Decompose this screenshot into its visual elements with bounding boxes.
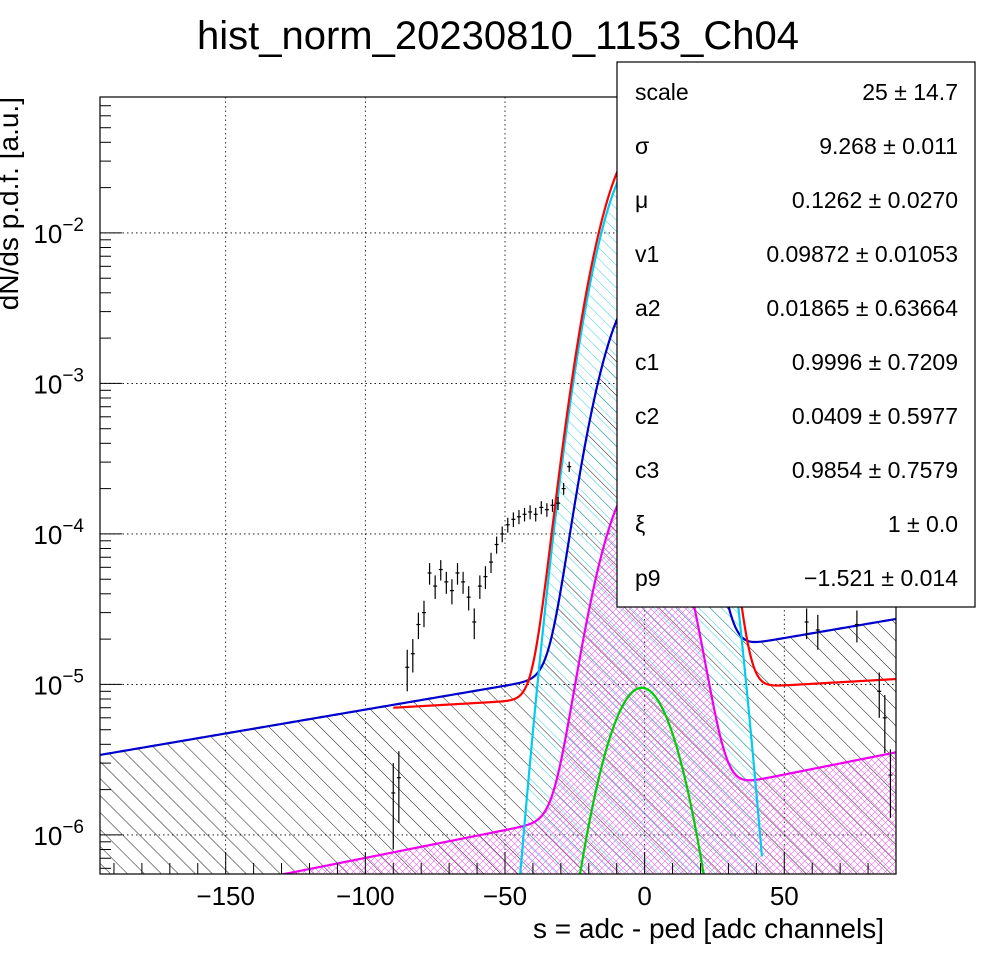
data-point-9 [444, 571, 449, 594]
data-point-12 [461, 571, 466, 594]
stats-label-5: c1 [635, 349, 659, 375]
data-point-24 [528, 505, 533, 520]
data-point-32 [804, 608, 809, 640]
data-point-1 [396, 751, 401, 824]
data-point-7 [433, 575, 438, 599]
data-point-17 [489, 552, 494, 573]
data-point-10 [449, 579, 454, 605]
stats-label-7: c3 [635, 457, 659, 483]
data-point-2 [405, 649, 410, 692]
stats-label-8: ξ [635, 511, 645, 537]
stats-label-3: v1 [635, 241, 659, 267]
data-point-20 [505, 517, 510, 533]
stats-value-6: 0.0409 ± 0.5977 [792, 403, 958, 429]
y-axis: 10−2 10−3 10−4 10−5 10−6 [33, 96, 122, 869]
data-point-8 [438, 560, 443, 581]
x-axis: −150 −100 −50 0 50 [113, 852, 897, 911]
data-point-14 [472, 608, 477, 640]
chart-title: hist_norm_20230810_1153_Ch04 [197, 14, 799, 58]
stats-label-4: a2 [635, 295, 661, 321]
stats-box: scale 25 ± 14.7 σ 9.268 ± 0.011 μ 0.1262 ± 0.… [616, 61, 976, 608]
data-point-18 [494, 536, 499, 554]
x-axis-title: s = adc - ped [adc channels] [533, 913, 884, 944]
data-point-3 [410, 639, 415, 673]
x-tick-label-1: −100 [336, 881, 395, 911]
stats-value-3: 0.09872 ± 0.01053 [766, 241, 958, 267]
curve-small-peak [278, 475, 896, 874]
stats-value-1: 9.268 ± 0.011 [819, 133, 958, 159]
stats-value-8: 1 ± 0.0 [888, 511, 958, 537]
data-point-21 [511, 512, 516, 528]
data-point-34 [854, 610, 859, 643]
data-point-4 [416, 612, 421, 640]
fill-small-peak [284, 476, 896, 874]
data-point-30 [561, 482, 566, 495]
stats-label-6: c2 [635, 403, 659, 429]
x-tick-label-4: 50 [770, 881, 799, 911]
stats-value-9: −1.521 ± 0.014 [804, 565, 958, 591]
data-points [391, 461, 893, 850]
data-point-26 [539, 501, 544, 515]
x-tick-label-3: 0 [637, 881, 651, 911]
data-point-11 [455, 563, 460, 585]
stats-value-0: 25 ± 14.7 [862, 79, 958, 105]
stats-value-7: 0.9854 ± 0.7579 [792, 457, 958, 483]
data-point-33 [815, 614, 820, 650]
data-point-5 [421, 600, 426, 628]
data-point-29 [556, 496, 561, 511]
x-tick-label-0: −150 [196, 881, 255, 911]
data-point-22 [516, 510, 521, 525]
stats-value-2: 0.1262 ± 0.0270 [792, 187, 958, 213]
data-point-25 [533, 507, 538, 522]
data-point-28 [550, 499, 555, 512]
curve-tiny-peak [578, 686, 705, 874]
stats-label-1: σ [635, 133, 649, 159]
y-axis-title: dN/ds p.d.f. [a.u.] [0, 97, 24, 310]
y-tick-label-0: 10−2 [33, 215, 84, 249]
data-point-13 [466, 586, 471, 611]
data-point-37 [888, 749, 893, 818]
y-tick-label-4: 10−6 [33, 817, 84, 851]
data-point-0 [391, 763, 396, 850]
data-point-15 [477, 575, 482, 599]
stats-label-9: p9 [635, 565, 661, 591]
y-tick-label-2: 10−4 [33, 516, 84, 550]
data-point-31 [567, 461, 572, 472]
y-tick-label-1: 10−3 [33, 365, 84, 399]
data-point-23 [522, 507, 527, 522]
y-tick-label-3: 10−5 [33, 666, 84, 700]
data-point-27 [544, 503, 549, 517]
stats-value-5: 0.9996 ± 0.7209 [792, 349, 958, 375]
data-point-36 [882, 695, 887, 754]
stats-label-0: scale [635, 79, 689, 105]
data-point-35 [877, 672, 882, 718]
stats-value-4: 0.01865 ± 0.63664 [766, 295, 958, 321]
stats-label-2: μ [635, 187, 648, 213]
x-tick-label-2: −50 [483, 881, 527, 911]
data-point-16 [483, 566, 488, 590]
data-point-19 [500, 526, 505, 543]
curve-bg-plus-peak [100, 288, 896, 757]
data-point-6 [427, 563, 432, 585]
